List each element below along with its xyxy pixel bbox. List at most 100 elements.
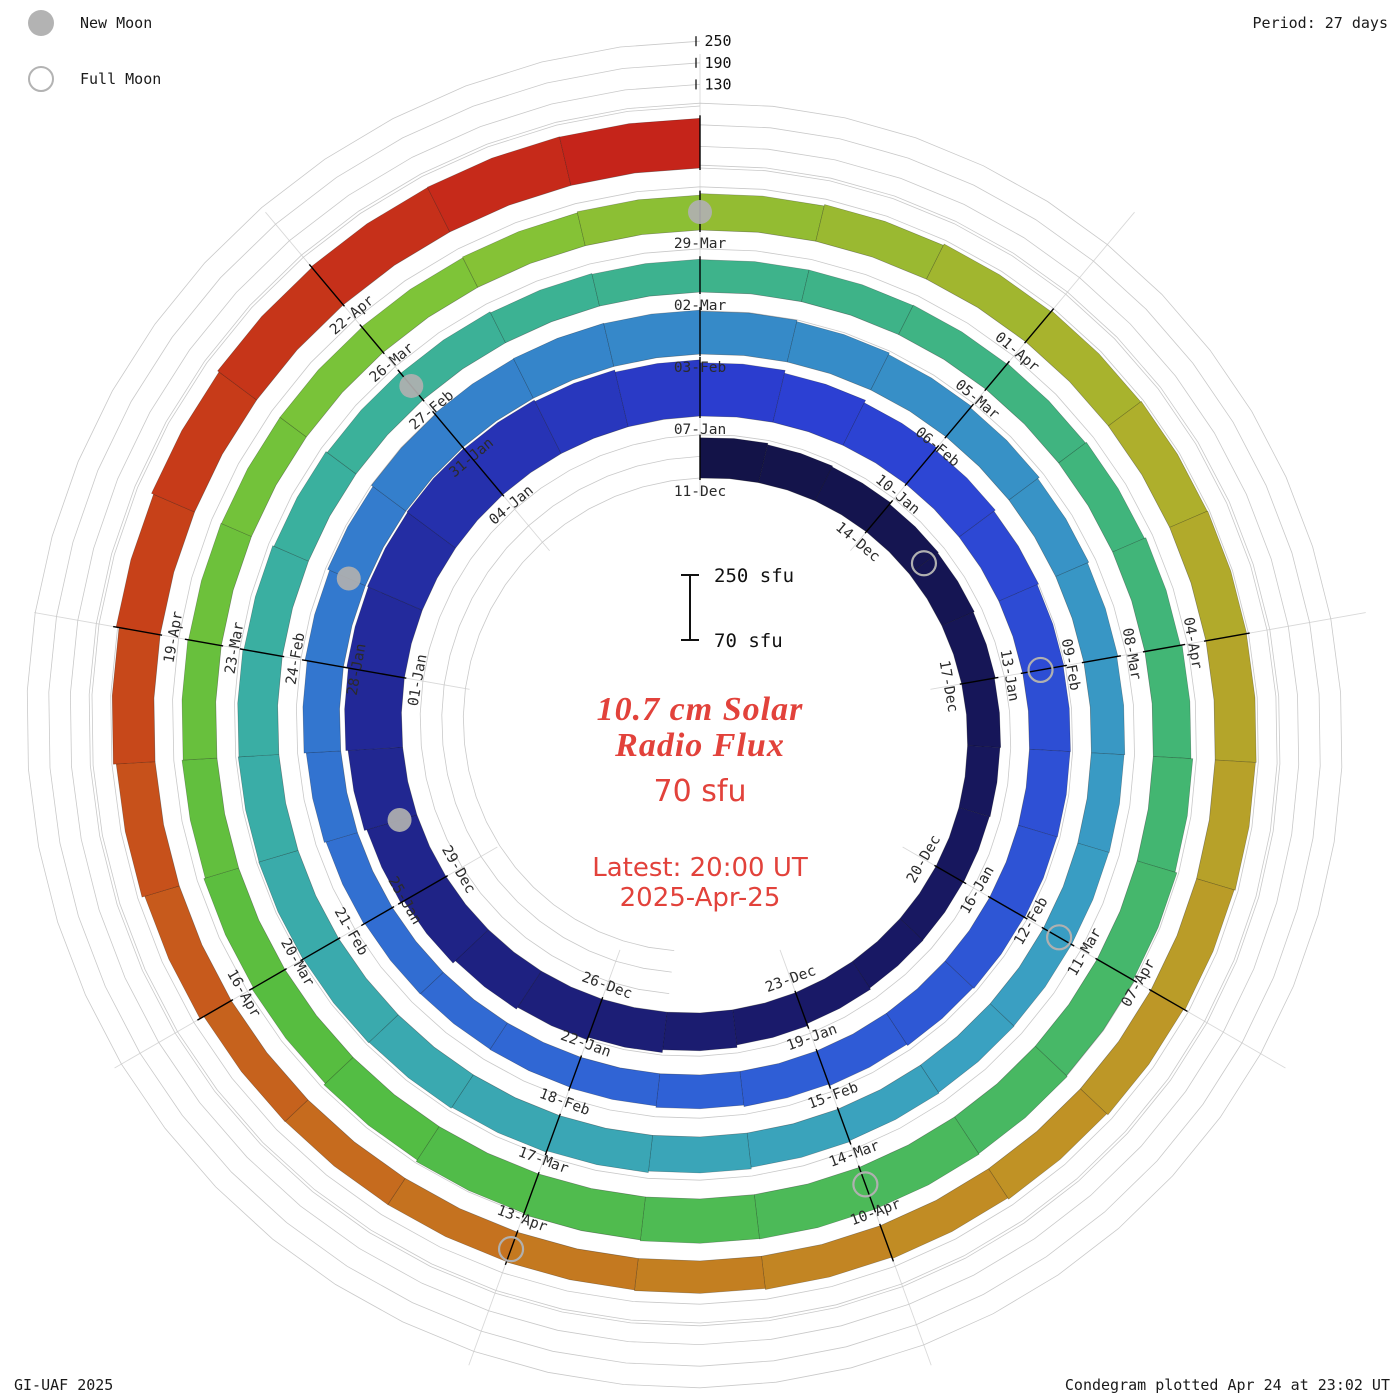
flux-bar <box>639 1194 760 1244</box>
new-moon-marker <box>688 200 712 224</box>
flux-bar <box>655 1071 745 1110</box>
date-label: 07-Jan <box>674 422 726 438</box>
flux-bar <box>559 117 701 186</box>
center-annotations: 10.7 cm Solar Radio Flux 70 sfu Latest: … <box>592 691 807 914</box>
date-label: 29-Mar <box>674 236 727 252</box>
date-label: 01-Jan <box>406 653 431 707</box>
three-day-tick <box>248 968 287 991</box>
three-day-tick <box>308 263 346 307</box>
flux-bar <box>305 750 358 843</box>
flux-bar <box>699 259 810 302</box>
flux-bar <box>426 136 572 233</box>
full-moon-icon <box>28 66 54 92</box>
grid-spoke <box>902 846 1286 1069</box>
radial-axis-label: 250 <box>704 32 731 50</box>
flux-bar <box>958 745 1001 818</box>
three-day-tick <box>864 499 894 534</box>
new-moon-marker <box>399 373 424 398</box>
flux-bar <box>1144 644 1192 759</box>
three-day-tick <box>984 360 1010 392</box>
date-label: 03-Feb <box>674 360 726 376</box>
date-label: 02-Mar <box>674 298 727 314</box>
latest-time-label: Latest: 20:00 UT <box>592 853 808 883</box>
flux-bar <box>837 1064 940 1142</box>
three-day-tick <box>836 1107 852 1145</box>
three-day-tick <box>432 410 465 450</box>
latest-date-label: 2025-Apr-25 <box>619 883 781 913</box>
flux-bar <box>801 269 914 335</box>
flux-bar <box>662 1009 738 1052</box>
three-day-tick <box>1142 643 1186 653</box>
three-day-tick <box>544 1113 561 1156</box>
three-day-tick <box>568 1055 583 1091</box>
flux-bar <box>181 757 239 879</box>
flux-bar <box>462 212 586 288</box>
date-ticks <box>113 115 1250 1266</box>
three-day-tick <box>239 648 285 658</box>
flux-bar <box>237 754 299 863</box>
flux-bars <box>111 117 1257 1294</box>
new-moon-legend-row: New Moon <box>28 8 161 38</box>
three-day-tick <box>113 625 163 636</box>
full-moon-label: Full Moon <box>80 70 162 88</box>
three-day-tick <box>944 403 975 439</box>
three-day-tick <box>343 666 407 679</box>
flux-bar <box>111 627 161 765</box>
flux-bar <box>815 204 944 280</box>
three-day-tick <box>184 638 224 647</box>
three-day-tick <box>360 906 395 927</box>
latest-reading-block: Latest: 20:00 UT 2025-Apr-25 <box>592 853 807 913</box>
full-moon-marker <box>910 550 938 577</box>
flux-bar <box>1077 752 1125 853</box>
flux-bar <box>753 1167 875 1240</box>
three-day-tick <box>359 324 385 355</box>
flux-bar <box>1136 756 1194 873</box>
date-label: 13-Jan <box>997 648 1022 702</box>
credit-label: GI-UAF 2025 <box>14 1376 114 1394</box>
scale-bar-bottom-label: 70 sfu <box>714 630 783 652</box>
flux-bar <box>961 677 1002 748</box>
three-day-tick <box>504 1230 519 1266</box>
three-day-tick <box>461 445 505 497</box>
period-label: Period: 27 days <box>1252 14 1388 32</box>
moon-markers <box>336 200 1073 1263</box>
three-day-tick <box>197 999 234 1021</box>
three-day-tick <box>301 659 346 669</box>
three-day-tick <box>934 864 967 885</box>
date-label: 19-Apr <box>161 610 186 665</box>
flux-scale-bar: 250 sfu 70 sfu <box>681 565 794 652</box>
plotted-timestamp: Condegram plotted Apr 24 at 23:02 UT <box>1064 1376 1390 1394</box>
moon-legend: New Moon Full Moon <box>28 8 161 120</box>
three-day-tick <box>987 895 1028 920</box>
full-moon-marker <box>1027 656 1054 684</box>
flux-bar <box>115 761 180 898</box>
radial-axis-labels: 130 190 250 <box>695 32 732 93</box>
full-moon-marker <box>1046 924 1073 951</box>
flux-bar <box>1196 759 1256 891</box>
three-day-tick <box>521 1171 540 1218</box>
flux-bar <box>648 1132 752 1174</box>
new-moon-label: New Moon <box>80 14 153 32</box>
three-day-tick <box>585 997 604 1043</box>
three-day-tick <box>904 445 940 487</box>
chart-title-line1: 10.7 cm Solar <box>596 691 804 728</box>
flux-bar <box>603 309 701 367</box>
three-day-tick <box>879 1223 895 1262</box>
date-label: 11-Dec <box>674 484 726 500</box>
chart-title-line2: Radio Flux <box>615 727 785 764</box>
baseline-value-label: 70 sfu <box>653 774 747 809</box>
new-moon-icon <box>28 10 54 36</box>
three-day-tick <box>1203 632 1250 642</box>
three-day-tick <box>300 937 341 962</box>
flux-bar <box>1083 656 1126 756</box>
three-day-tick <box>397 875 449 905</box>
three-day-tick <box>1024 308 1055 344</box>
date-label: 08-Mar <box>1119 627 1144 682</box>
flux-bar <box>699 193 825 242</box>
flux-bar <box>181 639 222 761</box>
flux-bar <box>761 1225 893 1290</box>
three-day-tick <box>794 990 810 1029</box>
full-moon-legend-row: Full Moon <box>28 64 161 94</box>
